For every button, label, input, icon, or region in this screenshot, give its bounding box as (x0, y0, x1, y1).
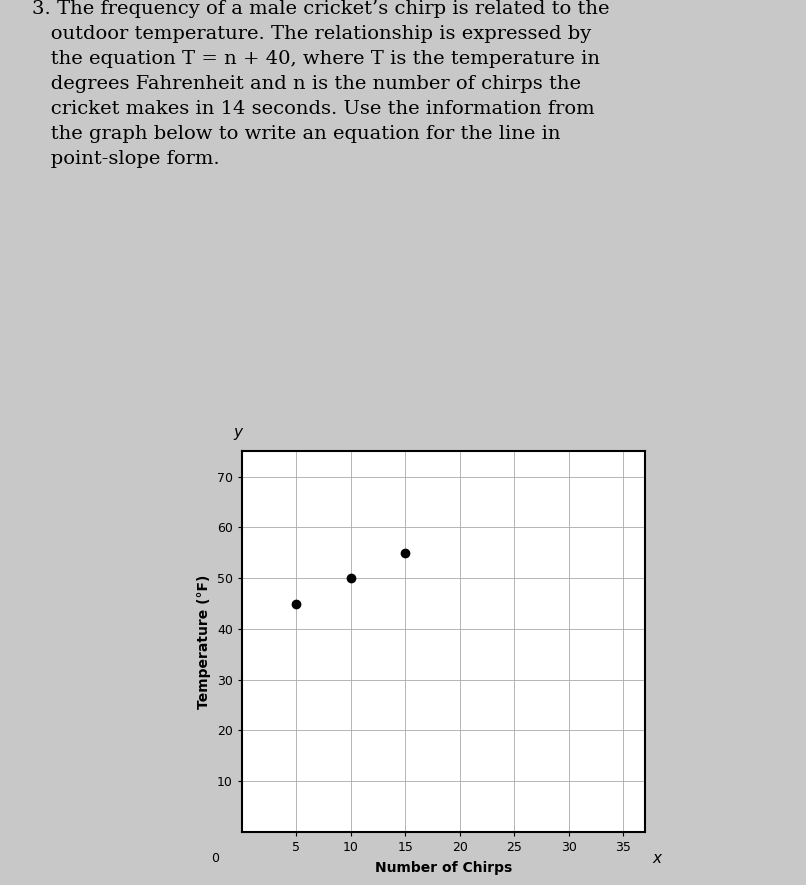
Text: 0: 0 (212, 852, 219, 865)
Text: x: x (653, 851, 662, 866)
Y-axis label: Temperature (°F): Temperature (°F) (197, 574, 211, 709)
Text: y: y (233, 425, 243, 440)
X-axis label: Number of Chirps: Number of Chirps (375, 861, 512, 875)
Text: 3. The frequency of a male cricket’s chirp is related to the
   outdoor temperat: 3. The frequency of a male cricket’s chi… (32, 0, 610, 168)
